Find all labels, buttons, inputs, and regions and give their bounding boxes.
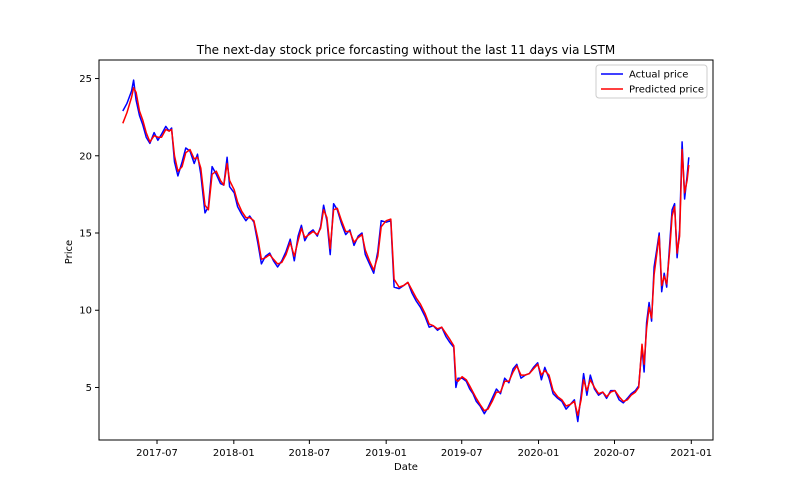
x-tick-label: 2020-07: [594, 448, 636, 459]
x-tick-label: 2020-01: [518, 448, 560, 459]
y-tick-label: 15: [79, 229, 92, 240]
y-tick-label: 20: [79, 151, 92, 162]
x-axis: 2017-07 2018-01 2018-07 2019-01 2019-07 2020-…: [136, 440, 712, 459]
x-tick-label: 2017-07: [136, 448, 178, 459]
y-tick-label: 5: [86, 383, 92, 394]
x-tick-label: 2018-07: [288, 448, 330, 459]
legend-box: [595, 64, 708, 99]
axes-frame: [98, 59, 714, 441]
legend-label-predicted: Predicted price: [629, 85, 704, 96]
plot-area: 2017-07 2018-01 2018-07 2019-01 2019-07 2020-…: [79, 59, 714, 459]
x-axis-label: Date: [394, 462, 418, 473]
series-line-predicted-price: [122, 87, 690, 417]
y-axis-label: Price: [64, 240, 75, 264]
y-tick-label: 25: [79, 74, 92, 85]
x-tick-label: 2019-07: [441, 448, 483, 459]
x-tick-label: 2019-01: [365, 448, 407, 459]
legend-label-actual: Actual price: [629, 70, 688, 81]
series-line-actual-price: [122, 79, 690, 423]
legend: Actual price Predicted price: [595, 64, 708, 99]
y-axis: 5 10 15 20 25: [79, 74, 99, 394]
series-layer: [122, 79, 690, 423]
x-tick-label: 2018-01: [213, 448, 255, 459]
y-tick-label: 10: [79, 306, 92, 317]
chart-title: The next-day stock price forcasting with…: [196, 43, 616, 57]
x-tick-label: 2021-01: [670, 448, 712, 459]
